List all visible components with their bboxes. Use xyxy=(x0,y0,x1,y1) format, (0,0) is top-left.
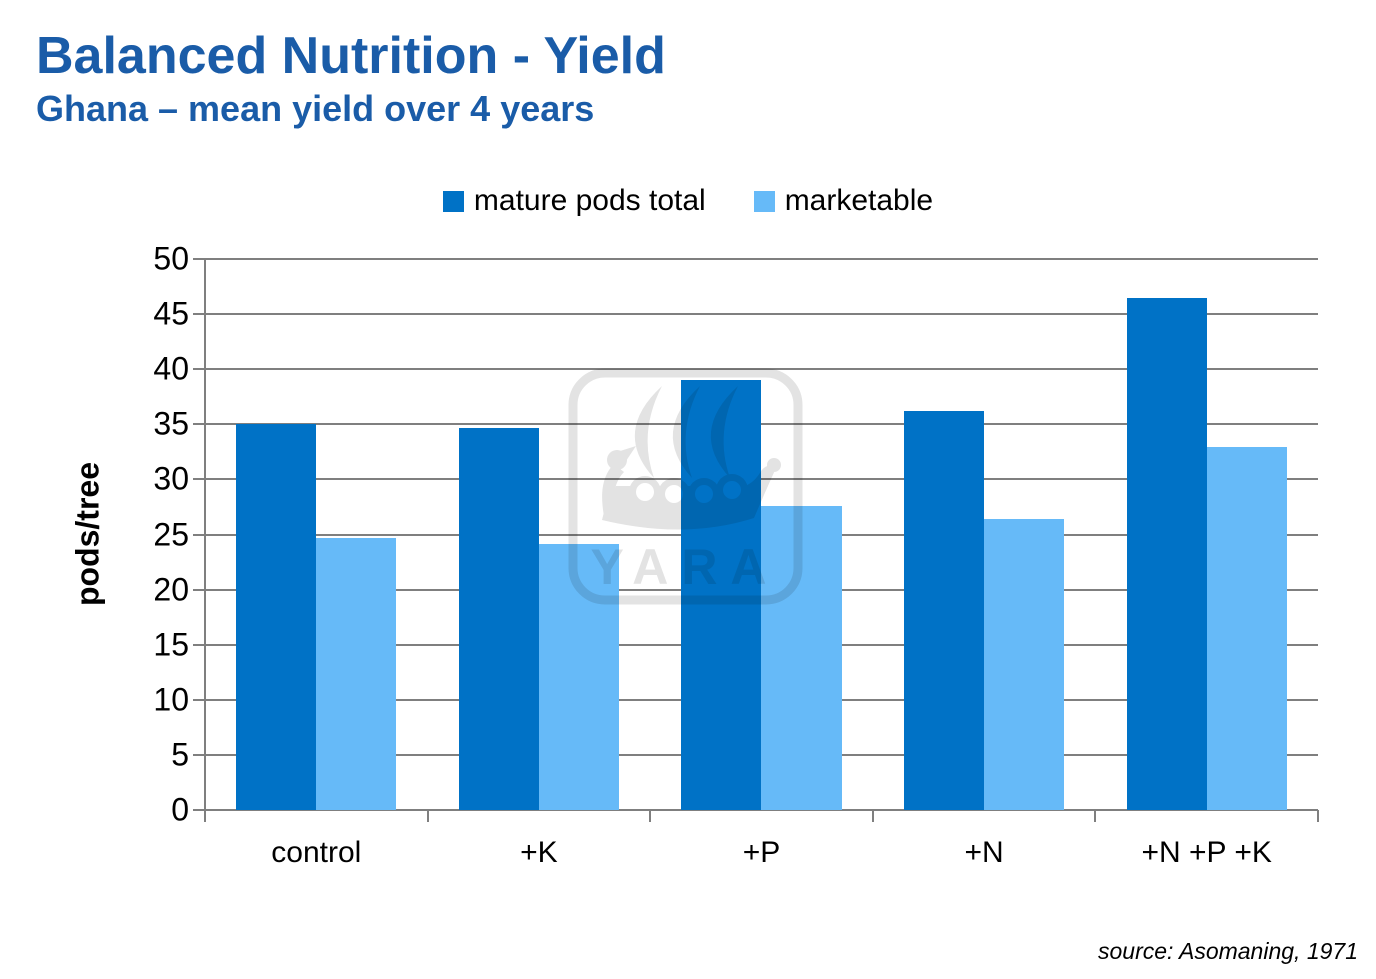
bar-groups xyxy=(205,259,1318,810)
y-tick-label-45: 45 xyxy=(153,295,189,332)
x-tick-label-+N: +N xyxy=(964,836,1004,869)
x-boundary-tick-3 xyxy=(871,810,874,822)
y-tick-label-25: 25 xyxy=(153,516,189,552)
x-axis-labels: control +K +P +N +N +P +K xyxy=(205,836,1318,870)
x-tick-label-control: control xyxy=(271,836,362,869)
y-tick-label-0: 0 xyxy=(171,791,189,828)
y-tick-mark-20 xyxy=(193,588,205,591)
y-tick-label-10: 10 xyxy=(153,681,189,718)
page-subtitle: Ghana – mean yield over 4 years xyxy=(36,88,595,129)
y-tick-mark-35 xyxy=(193,423,205,426)
gridline-35 xyxy=(205,423,1318,426)
bar-mature-pods-total-+N+P+K xyxy=(1126,297,1207,810)
legend-swatch xyxy=(753,190,775,212)
bar-marketable-+N+P+K xyxy=(1206,447,1287,810)
bar-marketable-control xyxy=(316,537,397,810)
bar-mature-pods-total-+N xyxy=(903,411,985,810)
y-tick-mark-50 xyxy=(193,258,205,260)
x-boundary-tick-2 xyxy=(649,810,652,822)
x-boundary-tick-4 xyxy=(1094,810,1097,822)
y-tick-label-20: 20 xyxy=(153,571,189,608)
legend-swatch xyxy=(442,190,464,212)
plot-area xyxy=(193,258,1319,822)
page-title: Balanced Nutrition - Yield xyxy=(36,27,666,85)
bar-mature-pods-total-control xyxy=(236,424,317,810)
y-tick-mark-25 xyxy=(193,533,205,536)
y-tick-label-15: 15 xyxy=(153,626,189,663)
x-tick-label-+K: +K xyxy=(520,836,558,869)
y-tick-mark-45 xyxy=(193,313,205,316)
bar-group-control xyxy=(205,259,428,810)
bar-mature-pods-total-+K xyxy=(458,427,539,810)
x-tick-label-+N+P+K: +N +P +K xyxy=(1141,836,1272,869)
y-tick-label-5: 5 xyxy=(171,736,189,773)
x-tick-label-+P: +P xyxy=(742,836,781,869)
legend: mature pods total marketable xyxy=(0,184,1376,218)
gridline-0 xyxy=(205,809,1318,811)
x-boundary-tick-0 xyxy=(204,810,206,822)
y-axis-tick-labels: 0 5 10 15 20 25 30 35 40 45 50 xyxy=(0,241,189,828)
legend-label: mature pods total xyxy=(473,184,706,217)
y-tick-label-35: 35 xyxy=(153,405,189,442)
y-tick-label-30: 30 xyxy=(153,460,189,497)
x-boundary-tick-1 xyxy=(426,810,429,822)
x-boundary-tick-5 xyxy=(1317,810,1319,822)
y-tick-mark-40 xyxy=(193,368,205,371)
legend-label: marketable xyxy=(784,184,934,217)
legend-item-marketable: marketable xyxy=(753,184,934,218)
y-tick-mark-10 xyxy=(193,698,205,701)
y-tick-mark-5 xyxy=(193,753,205,756)
y-tick-mark-30 xyxy=(193,478,205,481)
yara-watermark-text: YARA xyxy=(590,539,779,595)
y-tick-label-40: 40 xyxy=(153,350,189,387)
bar-group-+N +P +K xyxy=(1095,259,1318,810)
gridline-50 xyxy=(205,258,1318,260)
bar-group-+N xyxy=(873,259,1096,810)
yara-logo-icon: YARA xyxy=(568,368,803,605)
legend-item-mature-pods-total: mature pods total xyxy=(442,184,706,218)
bar-group-+P xyxy=(650,259,873,810)
y-tick-mark-0 xyxy=(193,809,205,811)
gridline-45 xyxy=(205,313,1318,316)
y-tick-label-50: 50 xyxy=(153,240,189,277)
bar-marketable-+N xyxy=(984,519,1065,810)
source-note: source: Asomaning, 1971 xyxy=(1098,938,1358,964)
y-tick-mark-15 xyxy=(193,643,205,646)
y-axis-line xyxy=(204,259,206,822)
